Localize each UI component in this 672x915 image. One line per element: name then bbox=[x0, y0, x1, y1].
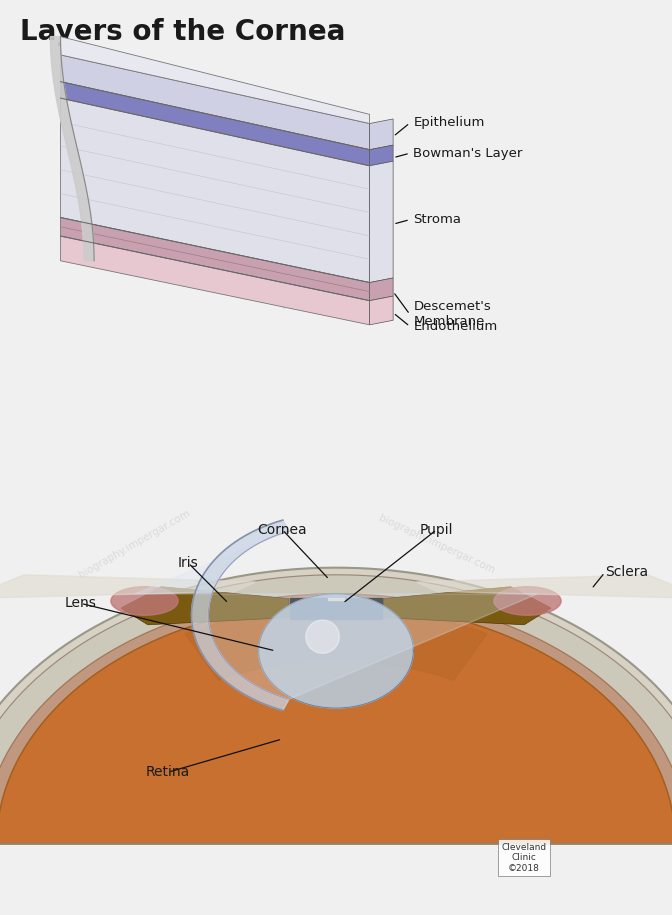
Text: Retina: Retina bbox=[146, 765, 190, 780]
Text: Lens: Lens bbox=[65, 597, 97, 610]
Polygon shape bbox=[370, 296, 393, 325]
Polygon shape bbox=[370, 145, 393, 166]
Bar bbox=[290, 597, 382, 619]
Text: Layers of the Cornea: Layers of the Cornea bbox=[20, 18, 345, 47]
Text: Bowman's Layer: Bowman's Layer bbox=[413, 146, 523, 160]
Polygon shape bbox=[417, 575, 672, 598]
Text: Pupil: Pupil bbox=[420, 522, 454, 536]
Polygon shape bbox=[370, 278, 393, 301]
Polygon shape bbox=[259, 594, 413, 708]
Ellipse shape bbox=[494, 587, 561, 615]
Polygon shape bbox=[370, 161, 393, 283]
Polygon shape bbox=[370, 119, 393, 150]
Text: Stroma: Stroma bbox=[413, 213, 461, 226]
Ellipse shape bbox=[111, 587, 178, 615]
Polygon shape bbox=[60, 236, 370, 325]
Polygon shape bbox=[60, 55, 370, 150]
Polygon shape bbox=[0, 603, 672, 844]
Polygon shape bbox=[60, 37, 370, 124]
Polygon shape bbox=[50, 37, 94, 261]
Polygon shape bbox=[185, 608, 487, 681]
Text: Cornea: Cornea bbox=[257, 522, 307, 536]
Polygon shape bbox=[383, 587, 551, 625]
Polygon shape bbox=[0, 567, 672, 844]
Polygon shape bbox=[60, 218, 370, 301]
Polygon shape bbox=[0, 575, 672, 844]
Polygon shape bbox=[134, 532, 538, 699]
Text: Iris: Iris bbox=[178, 556, 198, 570]
Polygon shape bbox=[192, 520, 289, 710]
Text: biography.impergar.com: biography.impergar.com bbox=[144, 147, 259, 219]
Bar bbox=[328, 597, 344, 600]
Text: Cleveland
Clinic
©2018: Cleveland Clinic ©2018 bbox=[501, 843, 547, 873]
Text: biography.impergar.com: biography.impergar.com bbox=[43, 641, 159, 713]
Text: Sclera: Sclera bbox=[605, 565, 648, 579]
Text: biography.impergar.com: biography.impergar.com bbox=[377, 512, 497, 576]
Text: Descemet's
Membrane: Descemet's Membrane bbox=[413, 300, 491, 328]
Polygon shape bbox=[60, 98, 370, 283]
Text: biography.impergar.com: biography.impergar.com bbox=[411, 670, 530, 732]
Polygon shape bbox=[0, 594, 672, 844]
Polygon shape bbox=[121, 587, 289, 625]
Polygon shape bbox=[60, 81, 370, 166]
Polygon shape bbox=[0, 575, 255, 598]
Ellipse shape bbox=[306, 620, 339, 653]
Text: biography.impergar.com: biography.impergar.com bbox=[278, 239, 394, 310]
Text: Epithelium: Epithelium bbox=[413, 116, 485, 129]
Text: biography.impergar.com: biography.impergar.com bbox=[77, 508, 192, 580]
Text: Endothelium: Endothelium bbox=[413, 320, 497, 333]
